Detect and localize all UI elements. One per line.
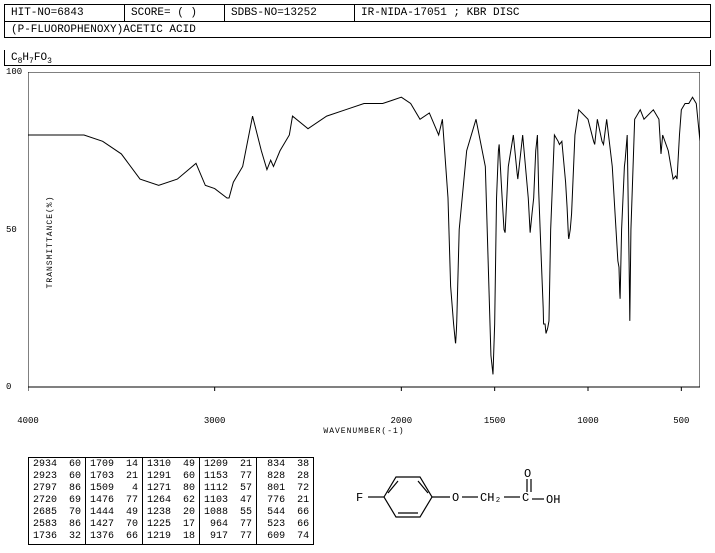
peak-row: 917 77 xyxy=(204,531,252,543)
peak-row: 1291 60 xyxy=(147,471,195,483)
peak-row: 1703 21 xyxy=(90,471,138,483)
atom-c: C xyxy=(522,491,529,505)
bottom-row: 2934 602923 602797 862720 692685 702583 … xyxy=(28,457,564,545)
peak-row: 2720 69 xyxy=(33,495,81,507)
peak-row: 964 77 xyxy=(204,519,252,531)
peak-row: 834 38 xyxy=(261,459,309,471)
x-axis-label: WAVENUMBER(-1) xyxy=(323,427,404,436)
ir-spectrum-chart: TRANSMITTANCE(%) WAVENUMBER(-1) 050100 4… xyxy=(28,72,700,412)
x-tick-label: 3000 xyxy=(204,416,226,426)
molecular-formula: C8H7FO3 xyxy=(4,50,711,66)
peak-row: 1225 17 xyxy=(147,519,195,531)
peak-column: 2934 602923 602797 862720 692685 702583 … xyxy=(29,458,86,544)
peak-row: 2583 86 xyxy=(33,519,81,531)
peak-row: 2685 70 xyxy=(33,507,81,519)
peak-row: 523 66 xyxy=(261,519,309,531)
peak-table: 2934 602923 602797 862720 692685 702583 … xyxy=(28,457,314,545)
peak-row: 1736 32 xyxy=(33,531,81,543)
spectrum-svg xyxy=(28,72,700,397)
peak-row: 1209 21 xyxy=(204,459,252,471)
peak-row: 1103 47 xyxy=(204,495,252,507)
peak-row: 1509 4 xyxy=(90,483,138,495)
atom-o1: O xyxy=(452,491,459,505)
atom-oh: OH xyxy=(546,493,560,507)
y-tick-label: 50 xyxy=(6,225,17,235)
peak-row: 1476 77 xyxy=(90,495,138,507)
peak-row: 2923 60 xyxy=(33,471,81,483)
atom-o2: O xyxy=(524,467,531,481)
x-tick-label: 1500 xyxy=(484,416,506,426)
peak-row: 1219 18 xyxy=(147,531,195,543)
peak-row: 1112 57 xyxy=(204,483,252,495)
x-tick-label: 1000 xyxy=(577,416,599,426)
peak-row: 1310 49 xyxy=(147,459,195,471)
peak-row: 1376 66 xyxy=(90,531,138,543)
peak-row: 2797 86 xyxy=(33,483,81,495)
peak-row: 776 21 xyxy=(261,495,309,507)
ir-info: IR-NIDA-17051 ; KBR DISC xyxy=(355,5,710,21)
peak-row: 828 28 xyxy=(261,471,309,483)
atom-ch2: CH₂ xyxy=(480,491,502,505)
peak-row: 1088 55 xyxy=(204,507,252,519)
score: SCORE= ( ) xyxy=(125,5,225,21)
peak-column: 834 38 828 28 801 72 776 21 544 66 523 6… xyxy=(257,458,313,544)
peak-column: 1209 211153 771112 571103 471088 55 964 … xyxy=(200,458,257,544)
peak-row: 544 66 xyxy=(261,507,309,519)
peak-column: 1310 491291 601271 801264 621238 201225 … xyxy=(143,458,200,544)
x-tick-label: 500 xyxy=(673,416,689,426)
x-tick-label: 4000 xyxy=(17,416,39,426)
peak-row: 1264 62 xyxy=(147,495,195,507)
peak-row: 1271 80 xyxy=(147,483,195,495)
hit-no: HIT-NO=6843 xyxy=(5,5,125,21)
peak-row: 1427 70 xyxy=(90,519,138,531)
peak-column: 1709 141703 211509 41476 771444 491427 7… xyxy=(86,458,143,544)
molecule-structure: F O CH₂ C O OH xyxy=(334,457,564,537)
sdbs-no: SDBS-NO=13252 xyxy=(225,5,355,21)
peak-row: 609 74 xyxy=(261,531,309,543)
y-tick-label: 0 xyxy=(6,382,11,392)
header-row: HIT-NO=6843 SCORE= ( ) SDBS-NO=13252 IR-… xyxy=(4,4,711,22)
peak-row: 2934 60 xyxy=(33,459,81,471)
compound-name: (P-FLUOROPHENOXY)ACETIC ACID xyxy=(4,22,711,38)
y-axis-label: TRANSMITTANCE(%) xyxy=(46,196,55,289)
peak-row: 1709 14 xyxy=(90,459,138,471)
y-tick-label: 100 xyxy=(6,67,22,77)
atom-f: F xyxy=(356,491,363,505)
x-tick-label: 2000 xyxy=(391,416,413,426)
peak-row: 1444 49 xyxy=(90,507,138,519)
peak-row: 1153 77 xyxy=(204,471,252,483)
peak-row: 1238 20 xyxy=(147,507,195,519)
peak-row: 801 72 xyxy=(261,483,309,495)
